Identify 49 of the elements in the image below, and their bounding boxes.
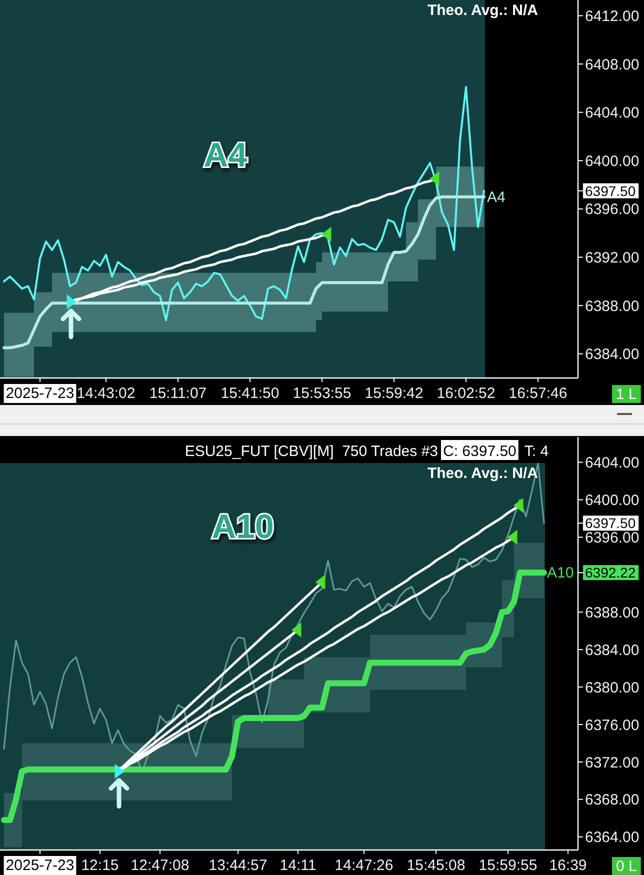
y-tick-label: 6388.00 [585, 604, 640, 622]
text: 0 L [616, 858, 637, 875]
y-tick-label: 6404.00 [585, 104, 640, 122]
y-tick-label: 6400.00 [585, 152, 640, 170]
y-tick-label: 6364.00 [585, 829, 640, 846]
y-tick-label: 6396.00 [585, 530, 640, 547]
x-tick-label: 15:59:55 [478, 857, 538, 874]
y-tick-label: 6408.00 [585, 56, 640, 74]
x-tick-label: 2025-7-23 [6, 385, 74, 402]
y-tick-label: 6384.00 [585, 346, 640, 364]
chart-subtitle: Theo. Avg.: N/A [427, 2, 538, 19]
x-tick-label: 14:11 [280, 857, 316, 874]
x-tick-label: 15:11:07 [149, 385, 207, 402]
y-tick-label: 6404.00 [585, 454, 640, 472]
y-tick-label: 6396.00 [585, 201, 640, 218]
annotation: A4 [204, 136, 248, 174]
x-tick-label: 15:41:50 [220, 385, 280, 402]
x-tick-label: 16:02:52 [436, 385, 496, 402]
chart-title: ESU25_FUT [CBV][M] 750 Trades #3 [184, 443, 438, 460]
legend-label: A10 [547, 564, 574, 582]
y-tick-label: 6372.00 [585, 754, 640, 772]
y-tick-label: 6400.00 [585, 492, 640, 510]
x-tick-label: 12:15 [81, 857, 119, 874]
y-tick-label: 6412.00 [585, 8, 640, 25]
y-tick-label: 6392.00 [585, 250, 640, 267]
x-tick-label: 16:57:46 [508, 385, 568, 402]
x-tick-label: 16:39 [549, 857, 587, 874]
x-tick-label: 14:47:26 [334, 857, 394, 874]
x-tick-label: 13:44:57 [208, 857, 268, 874]
y-tick-label: 6397.50 [585, 182, 636, 199]
text: Theo. Avg.: N/A [427, 465, 538, 482]
x-tick-label: 14:43:02 [76, 385, 136, 402]
y-tick-label: 6384.00 [585, 642, 640, 659]
y-tick-label: 6376.00 [585, 716, 640, 734]
annotation: T: 4 [524, 443, 549, 460]
y-tick-label: 6380.00 [585, 679, 640, 696]
x-tick-label: 15:45:08 [406, 857, 466, 874]
y-tick-label: 6368.00 [585, 792, 640, 809]
y-tick-label: 6392.22 [585, 564, 636, 581]
x-tick-label: 15:59:42 [364, 385, 424, 402]
text: 1 L [616, 386, 637, 403]
y-tick-label: 6397.50 [585, 515, 636, 532]
x-tick-label: 15:53:55 [292, 385, 352, 402]
x-tick-label: 12:47:08 [130, 857, 190, 874]
series-label: A4 [487, 188, 506, 206]
annotation: C: 6397.50 [443, 443, 516, 460]
y-tick-label: 6388.00 [585, 298, 640, 315]
x-tick-label: 2025-7-23 [6, 857, 74, 874]
annotation: A10 [212, 508, 274, 546]
